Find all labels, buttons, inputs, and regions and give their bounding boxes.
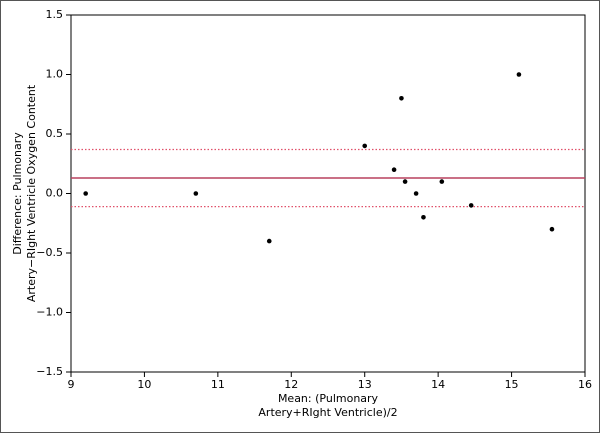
x-tick-label: 14 — [431, 378, 445, 391]
point — [421, 215, 426, 220]
point — [83, 191, 88, 196]
x-tick-label: 16 — [578, 378, 592, 391]
y-tick-label: 1.0 — [46, 68, 64, 81]
x-axis-title: Mean: (Pulmonary — [278, 392, 379, 405]
point — [468, 203, 474, 208]
point — [391, 167, 397, 172]
point — [439, 179, 445, 184]
point — [549, 226, 555, 232]
point — [402, 179, 408, 184]
y-tick-label: −1.5 — [36, 365, 63, 378]
y-axis-title: Difference: Pulmonary — [11, 132, 24, 255]
x-tick-label: 10 — [137, 378, 151, 391]
point — [413, 191, 419, 196]
y-axis-title: Artery−RIght Ventricle Oxygen Content — [25, 84, 38, 302]
point — [193, 191, 199, 196]
point — [362, 143, 368, 149]
y-tick-label: 0.0 — [46, 187, 64, 200]
point — [266, 238, 272, 244]
point — [399, 96, 404, 101]
x-tick-label: 9 — [68, 378, 75, 391]
y-tick-label: 0.5 — [46, 127, 64, 140]
y-tick-label: 1.5 — [46, 8, 64, 21]
x-axis-title: Artery+RIght Ventricle)/2 — [258, 406, 397, 419]
x-tick-label: 15 — [505, 378, 519, 391]
y-tick-label: −1.0 — [36, 306, 63, 319]
x-tick-label: 13 — [358, 378, 372, 391]
point — [516, 72, 522, 77]
x-tick-label: 11 — [211, 378, 225, 391]
x-tick-label: 12 — [284, 378, 298, 391]
y-tick-label: −0.5 — [36, 246, 63, 259]
